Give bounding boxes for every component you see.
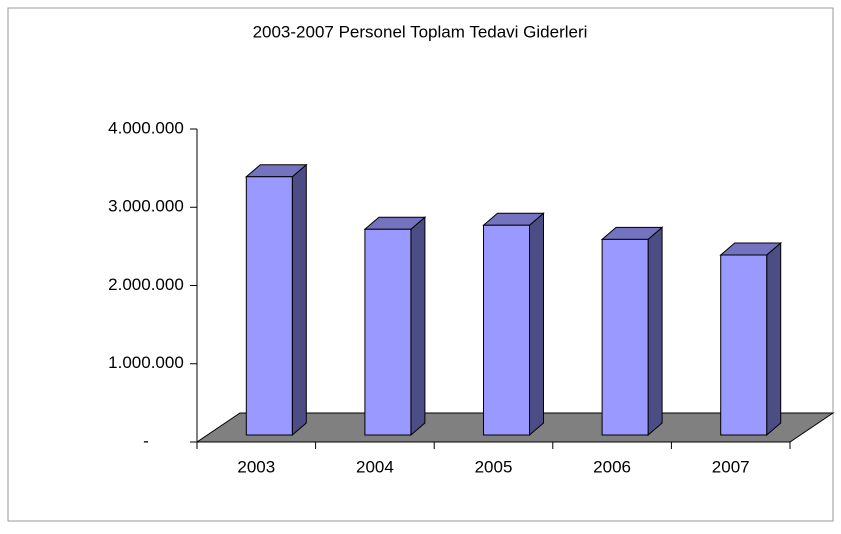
y-tick-label: 2.000.000	[108, 275, 184, 294]
bar	[482, 212, 545, 437]
y-tick-label: 1.000.000	[108, 353, 184, 372]
bar	[600, 226, 664, 437]
x-tick-label: 2005	[475, 457, 513, 476]
bar-face	[364, 228, 412, 436]
bar-face	[291, 163, 307, 437]
y-tick-label: 3.000.000	[108, 197, 184, 216]
x-tick-label: 2007	[712, 457, 750, 476]
bar-face	[529, 212, 544, 437]
y-tick-label: 4.000.000	[108, 118, 184, 137]
x-tick-label: 2006	[593, 457, 631, 476]
x-tick-label: 2003	[237, 457, 275, 476]
bar-face	[647, 226, 663, 437]
bar-face	[720, 254, 768, 436]
bar-face	[410, 216, 426, 437]
bar	[363, 216, 427, 437]
bar-face	[766, 241, 782, 437]
y-tick-label: -	[143, 431, 149, 450]
bar	[244, 163, 308, 437]
bar-face	[483, 224, 530, 436]
chart-title: 2003-2007 Personel Toplam Tedavi Giderle…	[253, 22, 588, 41]
bar-face	[245, 176, 293, 436]
bar	[719, 241, 783, 437]
bar-face	[601, 238, 649, 436]
x-tick-label: 2004	[356, 457, 394, 476]
